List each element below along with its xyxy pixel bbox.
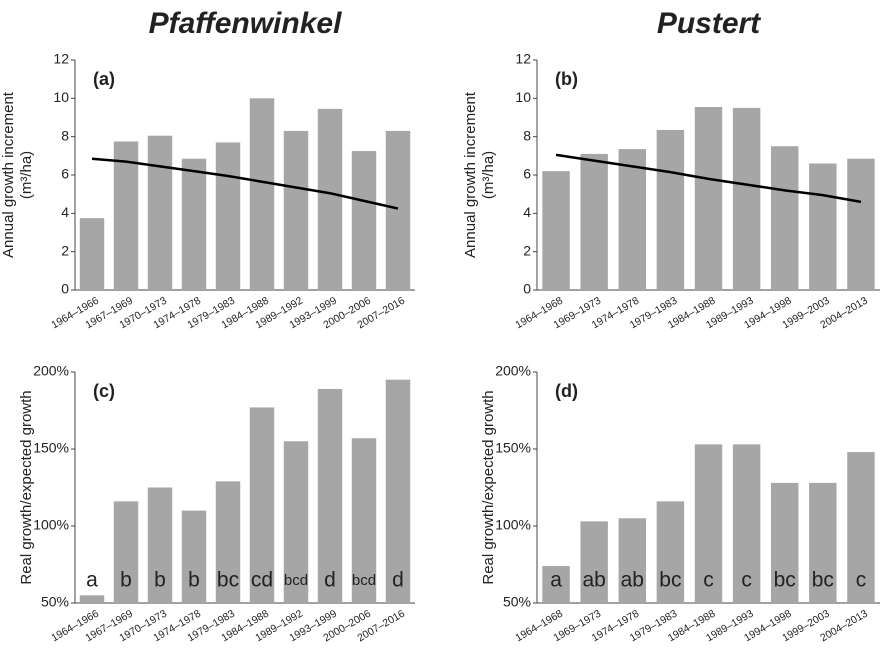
- significance-letter: bc: [659, 569, 681, 592]
- bar: [732, 107, 761, 291]
- y-tick-label: 100%: [33, 517, 69, 533]
- bar: [317, 108, 343, 290]
- bar: [147, 487, 173, 603]
- bar: [542, 171, 570, 290]
- y-tick-label: 8: [61, 127, 69, 143]
- y-tick-label: 150%: [495, 440, 531, 456]
- y-tick-label: 2: [61, 242, 69, 258]
- bar: [283, 130, 309, 290]
- bar: [847, 452, 875, 603]
- y-axis-label: (m³/ha): [18, 151, 35, 199]
- bar: [249, 98, 275, 290]
- significance-letter: c: [856, 569, 867, 592]
- bar: [385, 379, 411, 603]
- bar: [618, 149, 646, 290]
- bar: [809, 163, 837, 290]
- trend-line: [555, 153, 862, 204]
- y-tick-label: 150%: [33, 440, 69, 456]
- panel-title: Pustert: [657, 7, 762, 40]
- panel-title: Pfaffenwinkel: [149, 7, 342, 40]
- y-tick-label: 50%: [41, 594, 69, 610]
- bar: [181, 510, 207, 603]
- significance-letter: b: [154, 569, 166, 592]
- y-tick-label: 10: [53, 89, 69, 105]
- significance-letter: b: [188, 569, 200, 592]
- y-axis-label: Real growth/expected growth: [480, 390, 497, 584]
- y-axis-label: Annual growth increment: [0, 91, 17, 258]
- significance-letter: ab: [582, 569, 605, 592]
- significance-letter: a: [86, 569, 98, 592]
- significance-letter: c: [741, 569, 752, 592]
- bar: [732, 444, 761, 603]
- bar: [113, 501, 139, 603]
- y-tick-label: 4: [61, 204, 69, 220]
- bar: [113, 141, 139, 290]
- bar: [694, 444, 723, 603]
- y-tick-label: 10: [515, 89, 531, 105]
- y-tick-label: 100%: [495, 517, 531, 533]
- bar: [317, 388, 343, 603]
- bar: [249, 407, 275, 603]
- y-tick-label: 6: [61, 166, 69, 182]
- bar: [283, 441, 309, 603]
- y-tick-label: 200%: [33, 363, 69, 379]
- bar: [181, 158, 207, 290]
- bar: [618, 518, 646, 603]
- significance-letter: b: [120, 569, 132, 592]
- bar: [385, 130, 411, 290]
- bar: [147, 135, 173, 290]
- significance-letter: bc: [217, 569, 239, 592]
- significance-letter: d: [324, 569, 336, 592]
- significance-letter: c: [703, 569, 714, 592]
- y-tick-label: 6: [523, 166, 531, 182]
- significance-letter: cd: [251, 569, 273, 592]
- significance-letter: bc: [812, 569, 834, 592]
- bar: [694, 106, 723, 290]
- bar: [771, 146, 799, 290]
- y-tick-label: 0: [523, 281, 531, 297]
- bar: [542, 566, 570, 603]
- bar: [79, 218, 105, 290]
- bar: [809, 482, 837, 603]
- bar: [351, 151, 377, 290]
- y-tick-label: 2: [523, 242, 531, 258]
- y-tick-label: 12: [515, 51, 531, 67]
- panel-label: (c): [93, 381, 115, 401]
- bar: [580, 521, 608, 603]
- y-tick-label: 4: [523, 204, 531, 220]
- y-tick-label: 8: [523, 127, 531, 143]
- panel-label: (b): [555, 69, 578, 89]
- panel-label: (a): [93, 69, 115, 89]
- y-tick-label: 0: [61, 281, 69, 297]
- significance-letter: d: [392, 569, 404, 592]
- panel-label: (d): [555, 381, 578, 401]
- significance-letter: bc: [774, 569, 796, 592]
- y-axis-label: Real growth/expected growth: [18, 390, 35, 584]
- significance-letter: ab: [621, 569, 644, 592]
- y-tick-label: 200%: [495, 363, 531, 379]
- bar: [580, 153, 608, 290]
- y-axis-label: (m³/ha): [480, 151, 497, 199]
- bar: [79, 595, 105, 603]
- significance-letter: bcd: [352, 572, 376, 589]
- y-axis-label: Annual growth increment: [462, 91, 479, 258]
- trend-line: [91, 157, 399, 210]
- y-tick-label: 50%: [503, 594, 531, 610]
- bar: [351, 438, 377, 603]
- y-tick-label: 12: [53, 51, 69, 67]
- significance-letter: a: [550, 569, 562, 592]
- significance-letter: bcd: [284, 572, 308, 589]
- bar: [656, 129, 685, 290]
- bar: [771, 482, 799, 603]
- bar: [215, 142, 241, 290]
- bar: [215, 481, 241, 603]
- bar: [847, 158, 875, 290]
- bar: [656, 501, 685, 603]
